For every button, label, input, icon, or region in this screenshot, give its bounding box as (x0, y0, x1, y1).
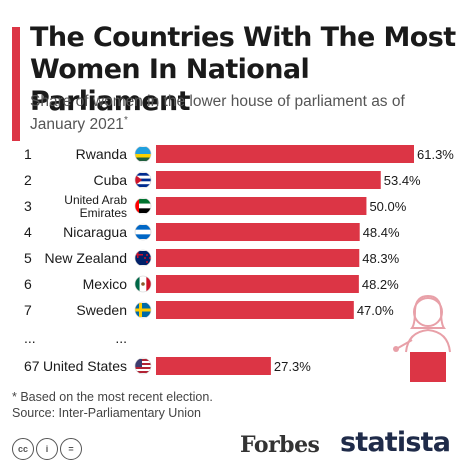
footnote-text: * Based on the most recent election. (12, 390, 213, 404)
rank-label: 6 (24, 276, 32, 292)
gap-marker-rank: ... (24, 330, 36, 346)
value-label: 47.0% (357, 303, 394, 318)
rank-label: 7 (24, 302, 32, 318)
value-label: 61.3% (417, 147, 454, 162)
flag-usa-icon (135, 359, 151, 373)
bar-row-nicaragua: 4 Nicaragua 48.4% (24, 223, 400, 241)
subtitle-text: Share of women in the lower house of par… (30, 93, 405, 134)
bar-row-mexico: 6 Mexico 48.2% (24, 275, 399, 293)
rank-label: 1 (24, 146, 32, 162)
chart-subtitle: Share of women in the lower house of par… (30, 92, 450, 134)
statista-logo: statista (340, 427, 451, 458)
country-label: Nicaragua (63, 224, 127, 240)
subtitle-footnote-mark: * (123, 115, 128, 126)
bar-row-sweden: 7 Sweden 47.0% (24, 301, 394, 319)
country-label: New Zealand (45, 250, 128, 266)
flag-new-zealand-icon (135, 251, 151, 265)
country-label: Rwanda (76, 146, 128, 162)
flag-nicaragua-icon (135, 225, 151, 239)
bar-row-united-arab-emirates: 3 United Arab Emirates 50.0% (24, 193, 407, 220)
politician-illustration (393, 294, 451, 382)
value-label: 48.4% (363, 225, 400, 240)
country-label: Mexico (83, 276, 128, 292)
footnote: * Based on the most recent election. Sou… (12, 389, 213, 421)
source-text: Source: Inter-Parliamentary Union (12, 406, 201, 420)
bar-row-united-states: 67 United States 27.3% (24, 357, 311, 375)
bar (156, 171, 381, 189)
attribution-icon: i (36, 438, 58, 460)
license-badges: cc i = (12, 438, 82, 460)
flag-sweden-icon (135, 303, 151, 317)
country-label: United States (43, 358, 127, 374)
bar-row-rwanda: 1 Rwanda 61.3% (24, 145, 454, 163)
value-label: 48.3% (362, 251, 399, 266)
value-label: 53.4% (384, 173, 421, 188)
flag-cuba-icon (135, 173, 151, 187)
forbes-logo: Forbes (240, 432, 320, 458)
rank-label: 5 (24, 250, 32, 266)
value-label: 50.0% (369, 199, 406, 214)
creative-commons-icon: cc (12, 438, 34, 460)
no-derivatives-icon: = (60, 438, 82, 460)
bar (156, 223, 360, 241)
flag-uae-icon (135, 199, 151, 213)
bar (156, 145, 414, 163)
chart-title: The Countries With The Most Women In Nat… (30, 22, 456, 117)
bar-row-new-zealand: 5 New Zealand 48.3% (24, 249, 400, 267)
flag-mexico-icon (135, 277, 151, 291)
bar-row-cuba: 2 Cuba 53.4% (24, 171, 421, 189)
value-label: 48.2% (362, 277, 399, 292)
country-label: Cuba (94, 172, 128, 188)
rank-label: 67 (24, 358, 40, 374)
bar (156, 275, 359, 293)
bar (156, 249, 360, 267)
country-label: Sweden (76, 302, 127, 318)
bar (156, 357, 271, 375)
rank-label: 2 (24, 172, 32, 188)
title-accent-bar (12, 27, 20, 141)
bar (156, 197, 367, 215)
bar (156, 301, 354, 319)
gap-marker-country: ... (115, 330, 127, 346)
rank-label: 3 (24, 198, 32, 214)
rank-label: 4 (24, 224, 32, 240)
country-label: United Arab Emirates (64, 193, 127, 220)
flag-rwanda-icon (135, 147, 151, 161)
value-label: 27.3% (274, 359, 311, 374)
